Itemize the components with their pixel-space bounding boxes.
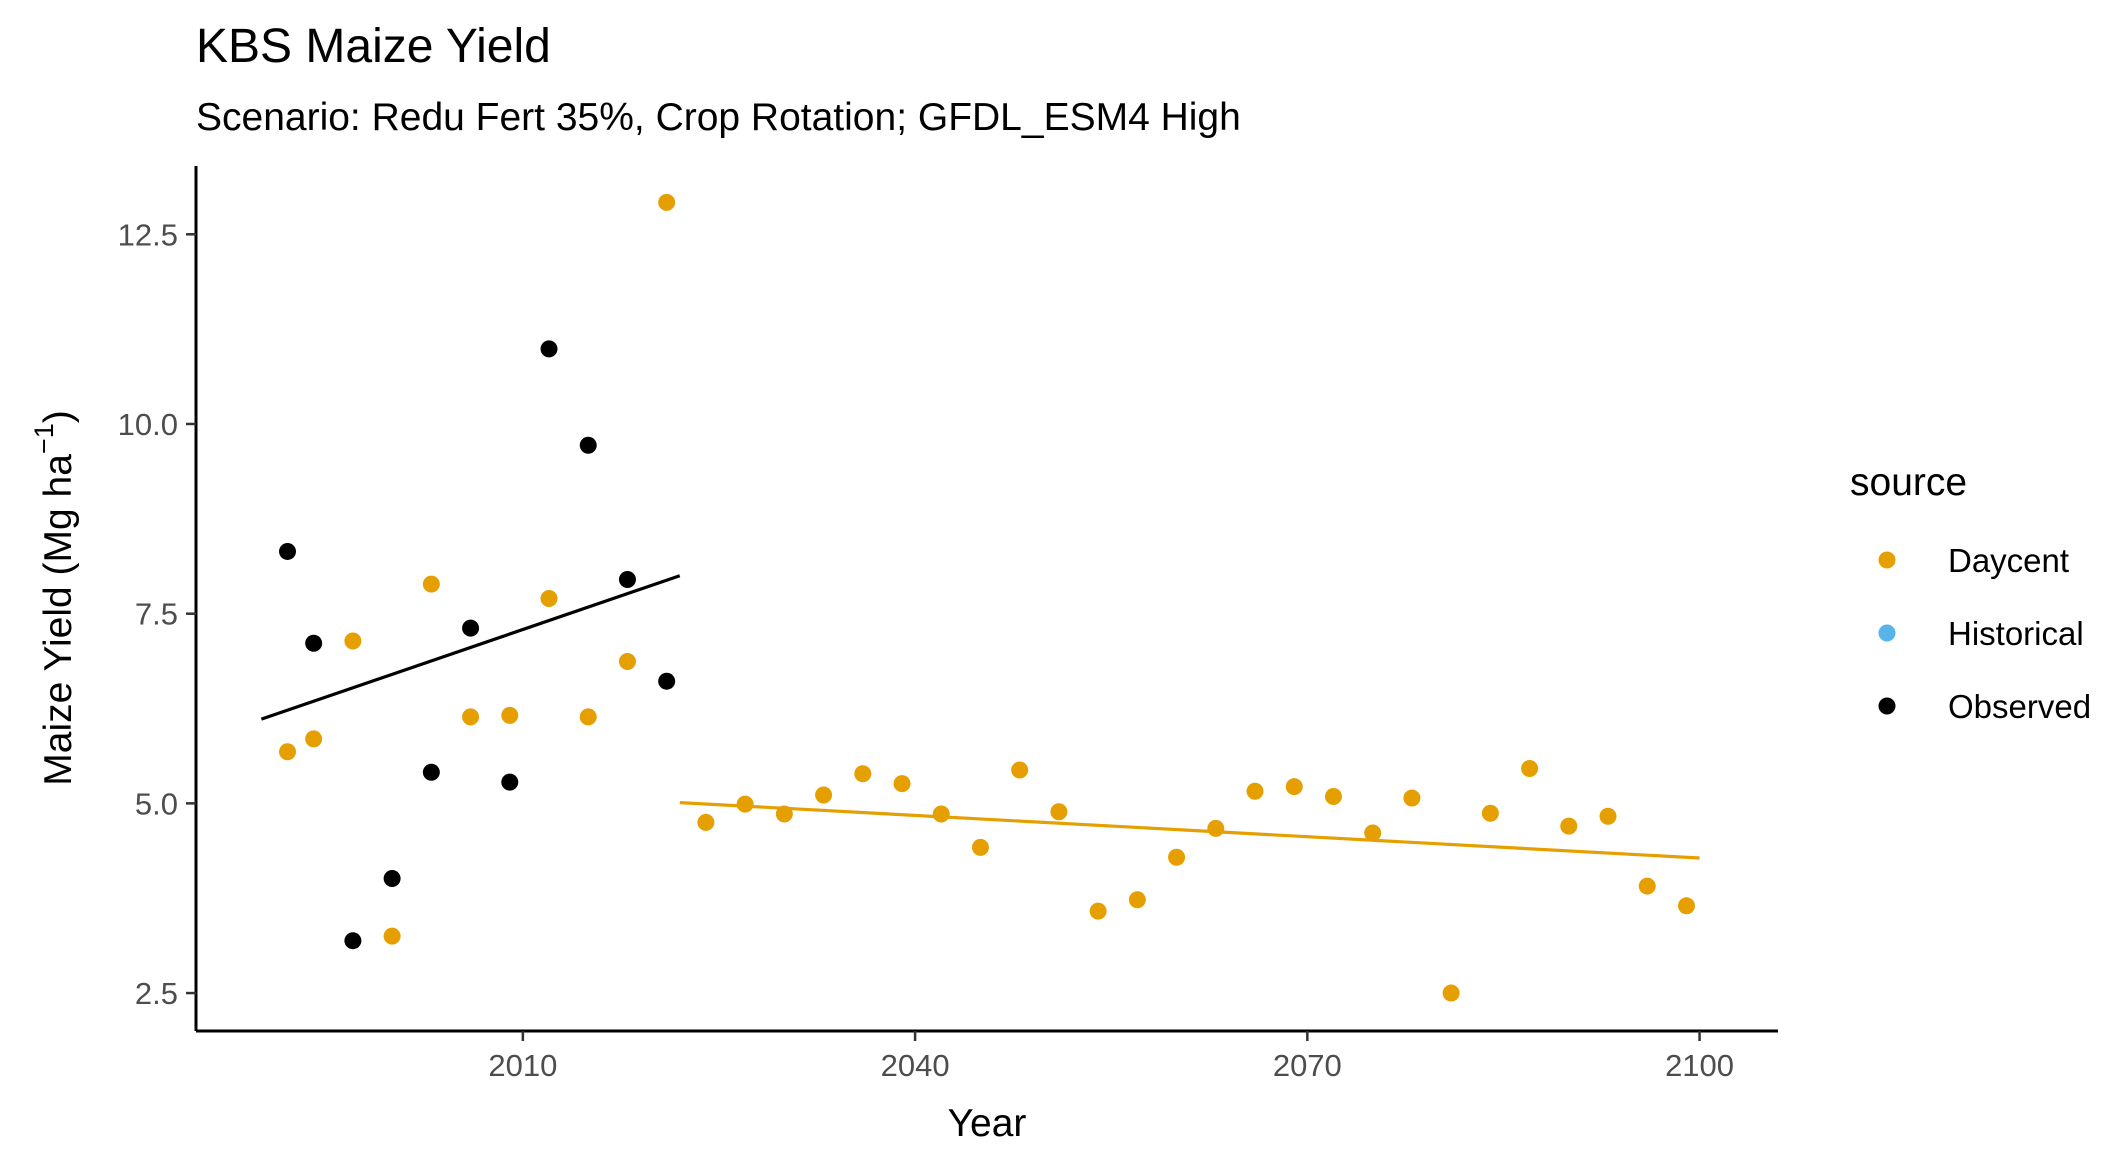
- x-axis-ticks: 2010 2040 2070 2100: [488, 1031, 1734, 1083]
- data-point-daycent: [1128, 891, 1146, 909]
- data-point-daycent: [501, 706, 519, 724]
- data-point-daycent: [815, 786, 833, 804]
- data-point-observed: [422, 763, 440, 781]
- data-point-daycent: [658, 193, 676, 211]
- data-point-observed: [501, 773, 519, 791]
- x-tick-label: 2040: [881, 1048, 950, 1083]
- data-point-daycent: [1560, 817, 1578, 835]
- data-point-daycent: [1403, 789, 1421, 807]
- data-point-observed: [383, 869, 401, 887]
- chart-title: KBS Maize Yield: [196, 20, 551, 73]
- data-point-daycent: [1442, 984, 1460, 1002]
- legend: source Daycent Historical Observed: [1850, 461, 2091, 725]
- data-point-daycent: [1285, 778, 1303, 796]
- data-point-daycent: [736, 795, 754, 813]
- data-point-daycent: [462, 708, 480, 726]
- data-point-daycent: [1207, 819, 1225, 837]
- legend-title: source: [1850, 461, 1967, 504]
- data-point-daycent: [383, 927, 401, 945]
- data-point-daycent: [1246, 782, 1264, 800]
- data-point-daycent: [305, 730, 323, 748]
- data-point-daycent: [422, 575, 440, 593]
- legend-key-historical: [1878, 624, 1896, 642]
- legend-label-historical: Historical: [1948, 615, 2084, 652]
- data-point-daycent: [1089, 902, 1107, 920]
- trend-line-observed: [260, 574, 681, 721]
- x-tick-label: 2070: [1273, 1048, 1342, 1083]
- trend-lines: [260, 574, 1700, 860]
- data-point-daycent: [579, 708, 597, 726]
- data-point-daycent: [1481, 804, 1499, 822]
- x-tick-label: 2100: [1665, 1048, 1734, 1083]
- data-point-daycent: [1638, 877, 1656, 895]
- data-point-daycent: [618, 652, 636, 670]
- legend-label-daycent: Daycent: [1948, 542, 2069, 579]
- y-tick-label: 10.0: [118, 407, 178, 442]
- data-point-daycent: [854, 765, 872, 783]
- legend-entries: Daycent Historical Observed: [1878, 542, 2091, 725]
- data-point-observed: [279, 542, 297, 560]
- y-tick-label: 2.5: [135, 976, 178, 1011]
- data-point-observed: [305, 634, 323, 652]
- data-point-daycent: [279, 743, 297, 761]
- data-point-daycent: [1168, 848, 1186, 866]
- data-points: [279, 193, 1695, 1002]
- data-point-daycent: [1011, 761, 1029, 779]
- data-point-observed: [462, 619, 480, 637]
- legend-label-observed: Observed: [1948, 688, 2091, 725]
- x-axis-title: Year: [948, 1102, 1027, 1145]
- data-point-daycent: [540, 590, 558, 607]
- y-axis-ticks: 2.5 5.0 7.5 10.0 12.5: [118, 217, 196, 1011]
- data-point-daycent: [344, 632, 362, 650]
- y-axis-title-main: Maize Yield (Mg ha: [37, 454, 80, 786]
- data-point-daycent: [1599, 807, 1617, 825]
- data-point-daycent: [775, 805, 793, 823]
- data-point-daycent: [697, 813, 715, 831]
- data-point-daycent: [971, 838, 989, 856]
- data-point-daycent: [1050, 803, 1068, 821]
- data-point-observed: [579, 436, 597, 454]
- data-point-daycent: [893, 775, 911, 793]
- data-point-observed: [344, 932, 362, 950]
- data-point-observed: [618, 571, 636, 589]
- data-point-observed: [658, 672, 676, 690]
- y-tick-label: 12.5: [118, 217, 178, 252]
- data-point-observed: [540, 340, 558, 358]
- y-axis-title-close: ): [37, 410, 80, 423]
- data-point-daycent: [1677, 897, 1695, 915]
- data-point-daycent: [1324, 788, 1342, 806]
- legend-key-observed: [1878, 697, 1896, 715]
- y-axis-title-superscript: −1: [29, 423, 59, 454]
- x-tick-label: 2010: [488, 1048, 557, 1083]
- y-tick-label: 5.0: [135, 786, 178, 821]
- y-tick-label: 7.5: [135, 597, 178, 632]
- chart-subtitle: Scenario: Redu Fert 35%, Crop Rotation; …: [196, 96, 1241, 139]
- y-axis-title: Maize Yield (Mg ha−1): [29, 410, 80, 785]
- data-point-daycent: [1364, 824, 1382, 842]
- data-point-daycent: [1521, 759, 1539, 777]
- data-point-daycent: [932, 805, 950, 823]
- legend-key-daycent: [1878, 551, 1896, 569]
- trend-line-daycent: [679, 801, 1700, 860]
